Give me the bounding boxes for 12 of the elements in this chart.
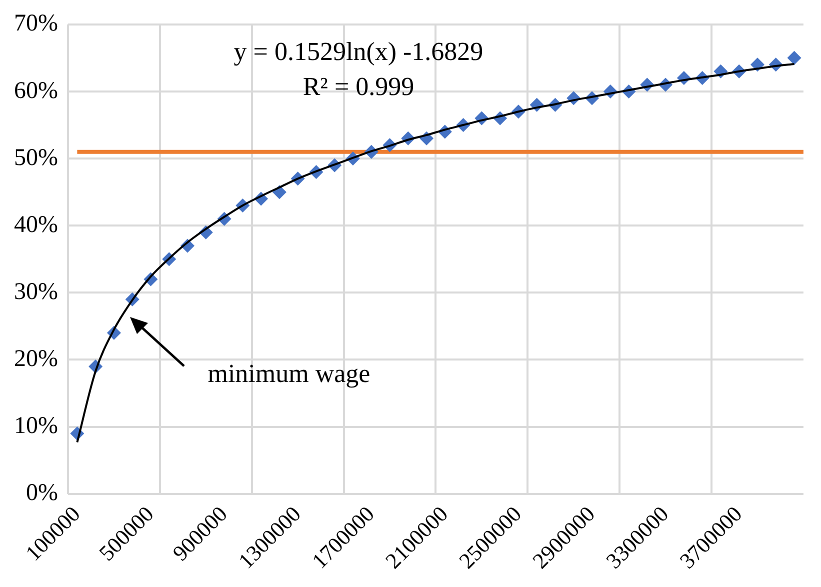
y-tick-label: 60% — [14, 78, 58, 104]
y-tick-label: 30% — [14, 278, 58, 305]
point — [787, 50, 802, 65]
annotation: y = 0.1529ln(x) -1.6829 — [234, 36, 484, 66]
y-tick-label: 0% — [26, 480, 58, 506]
annotation: minimum wage — [208, 358, 370, 388]
y-tick-label: 20% — [14, 346, 58, 372]
y-tick-label: 40% — [14, 212, 58, 238]
y-tick-label: 50% — [14, 144, 58, 171]
annotation: R² = 0.999 — [302, 72, 414, 101]
y-tick-label: 70% — [14, 10, 58, 37]
y-tick-label: 10% — [14, 413, 58, 440]
